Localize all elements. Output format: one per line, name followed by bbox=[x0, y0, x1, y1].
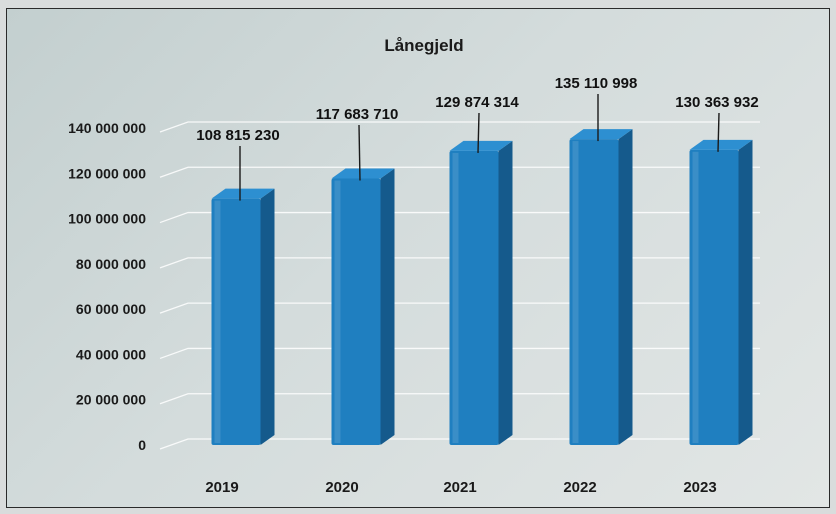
data-label-leader bbox=[477, 112, 480, 153]
y-tick-label: 40 000 000 bbox=[76, 346, 146, 362]
bar-highlight bbox=[572, 141, 579, 443]
bar-side bbox=[618, 129, 633, 445]
bar-front bbox=[331, 178, 381, 445]
x-tick-label: 2022 bbox=[563, 479, 596, 496]
x-axis-ticks: 2019 2020 2021 2022 2023 bbox=[205, 479, 716, 496]
y-axis-ticks: 0 20 000 000 40 000 000 60 000 000 80 000 00… bbox=[68, 120, 146, 453]
data-label: 129 874 314 bbox=[435, 94, 519, 111]
x-tick-label: 2023 bbox=[683, 479, 716, 496]
x-tick-label: 2020 bbox=[325, 479, 358, 496]
bar-highlight bbox=[452, 152, 459, 444]
y-tick-label: 140 000 000 bbox=[68, 120, 146, 136]
data-label-leader bbox=[717, 112, 720, 152]
bar-side bbox=[380, 168, 395, 445]
bar-top bbox=[331, 168, 395, 179]
gridline bbox=[159, 302, 760, 314]
bar-top bbox=[689, 139, 753, 150]
gridline bbox=[159, 393, 760, 405]
y-tick-label: 120 000 000 bbox=[68, 165, 146, 181]
bar-highlight bbox=[334, 180, 341, 443]
data-label-leader bbox=[358, 124, 361, 181]
data-label: 108 815 230 bbox=[196, 127, 279, 144]
gridline bbox=[159, 211, 760, 224]
data-label: 117 683 710 bbox=[316, 106, 399, 123]
gridline bbox=[159, 347, 760, 360]
gridline bbox=[159, 166, 760, 178]
x-tick-label: 2021 bbox=[443, 479, 476, 496]
gridline bbox=[159, 438, 760, 450]
bar-front bbox=[689, 149, 739, 445]
chart-title: Lånegjeld bbox=[384, 36, 463, 55]
bars bbox=[211, 129, 753, 446]
bar-side bbox=[738, 139, 753, 445]
gridline bbox=[159, 121, 760, 133]
x-tick-label: 2019 bbox=[205, 479, 238, 496]
y-tick-label: 0 bbox=[138, 437, 146, 453]
bar-side bbox=[498, 140, 513, 446]
bar-top bbox=[449, 140, 513, 151]
data-labels: 108 815 230 117 683 710 129 874 314 135 110… bbox=[196, 75, 759, 201]
y-tick-label: 80 000 000 bbox=[76, 256, 146, 272]
data-label: 130 363 932 bbox=[675, 94, 758, 111]
data-label: 135 110 998 bbox=[555, 75, 638, 92]
y-tick-label: 20 000 000 bbox=[76, 392, 146, 408]
bar bbox=[449, 140, 513, 446]
y-tick-label: 60 000 000 bbox=[76, 301, 146, 317]
gridlines bbox=[159, 121, 760, 450]
bar-front bbox=[569, 139, 619, 445]
bar-highlight bbox=[692, 151, 699, 443]
gridline bbox=[159, 257, 760, 269]
bar bbox=[331, 168, 395, 445]
bar-front bbox=[211, 198, 261, 445]
bar-top bbox=[211, 188, 275, 199]
bar-side bbox=[260, 188, 275, 445]
bar-highlight bbox=[214, 200, 221, 443]
bar bbox=[211, 188, 275, 445]
bar-front bbox=[449, 150, 499, 446]
y-tick-label: 100 000 000 bbox=[68, 211, 146, 227]
bar bbox=[689, 139, 753, 445]
bar-top bbox=[569, 129, 633, 140]
bar bbox=[569, 129, 633, 445]
